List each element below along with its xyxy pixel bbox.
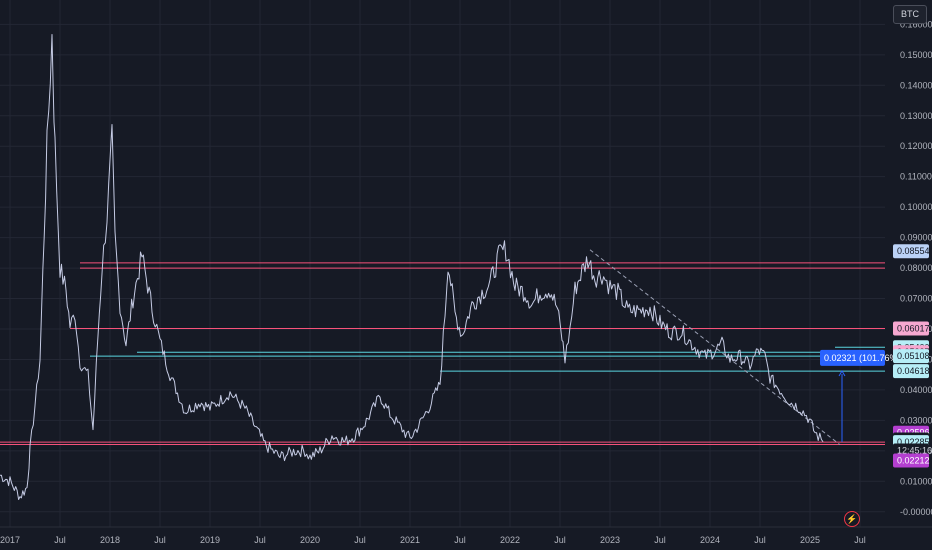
- y-tick-label: 0.01000: [900, 476, 932, 486]
- y-tick-label: 0.16000: [900, 19, 932, 29]
- price-label-box: [893, 364, 929, 379]
- measure-arrow-head: [838, 370, 846, 377]
- x-tick-label: 2022: [500, 535, 520, 545]
- x-tick-label: Jul: [654, 535, 666, 545]
- price-label-box: [893, 321, 929, 336]
- x-axis: 2017 Jul 2018 Jul 2019 Jul 2020 Jul 2021 Jul 2022 J…: [0, 526, 932, 545]
- x-tick-label: 2023: [600, 535, 620, 545]
- x-tick-label: Jul: [854, 535, 866, 545]
- x-tick-label: Jul: [754, 535, 766, 545]
- price-label-box: [893, 244, 929, 259]
- price-label-box: [893, 349, 929, 364]
- x-tick-label: Jul: [554, 535, 566, 545]
- price-label: 0.02285: [897, 437, 930, 447]
- y-tick-label: 0.13000: [900, 111, 932, 121]
- x-tick-label: Jul: [354, 535, 366, 545]
- x-tick-label: Jul: [454, 535, 466, 545]
- x-tick-label: 2018: [100, 535, 120, 545]
- x-tick-label: Jul: [154, 535, 166, 545]
- x-tick-label: 2024: [700, 535, 720, 545]
- chart-grid: [0, 0, 885, 527]
- price-label-box: [893, 453, 929, 468]
- y-tick-label: 0.08000: [900, 263, 932, 273]
- price-label: 0.02212: [897, 455, 930, 465]
- trend-line-dashed: [589, 249, 841, 446]
- y-tick-label: 0.09000: [900, 233, 932, 243]
- y-tick-label: 0.11000: [900, 172, 932, 182]
- trend-line: [589, 249, 841, 446]
- y-tick-label: 0.03000: [900, 415, 932, 425]
- x-tick-label: Jul: [54, 535, 66, 545]
- x-tick-label: 2017: [0, 535, 20, 545]
- x-tick-label: 2025: [800, 535, 820, 545]
- measure-label: 0.02321 (101.76%) 2.32: [824, 353, 921, 363]
- y-tick-label: 0.12000: [900, 141, 932, 151]
- y-tick-label: 0.14000: [900, 80, 932, 90]
- x-tick-label: Jul: [254, 535, 266, 545]
- price-labels: 0.085540.060170.054000.052370.051080.046…: [893, 244, 932, 468]
- price-label: 0.08554: [897, 246, 930, 256]
- y-tick-label: -0.00000: [900, 507, 932, 517]
- y-tick-label: 0.04000: [900, 385, 932, 395]
- x-tick-label: 2019: [200, 535, 220, 545]
- x-tick-label: 2021: [400, 535, 420, 545]
- x-tick-label: 2020: [300, 535, 320, 545]
- price-label: 0.04618: [897, 366, 930, 376]
- price-label: 12:45:16: [897, 446, 932, 456]
- y-tick-label: 0.07000: [900, 294, 932, 304]
- y-tick-label: 0.10000: [900, 202, 932, 212]
- price-label: 0.06017: [897, 323, 930, 333]
- lightning-bolt-icon[interactable]: ⚡: [844, 511, 860, 527]
- horizontal-levels: [0, 262, 885, 445]
- measure-tool[interactable]: 0.02321 (101.76%) 2.32: [820, 349, 921, 443]
- price-label: 0.05108: [897, 351, 930, 361]
- measure-label-box: [820, 349, 885, 366]
- price-line: [0, 34, 824, 500]
- symbol-badge[interactable]: BTC: [893, 5, 927, 24]
- price-series: [0, 34, 824, 500]
- y-tick-label: 0.15000: [900, 50, 932, 60]
